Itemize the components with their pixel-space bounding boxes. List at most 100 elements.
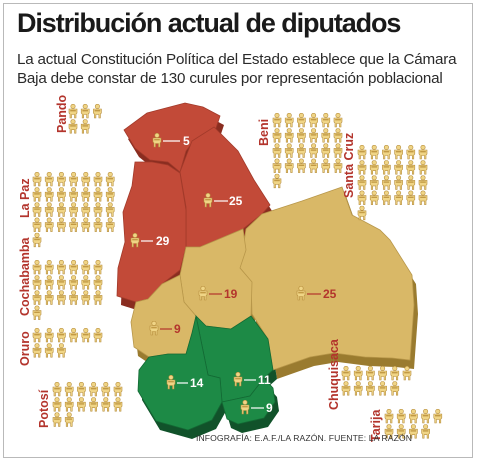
deputy-seat-icon [64,382,74,397]
deputy-seat-icon [333,113,343,128]
deputy-seat-icon [384,409,394,424]
deputy-seat-icon [296,158,306,174]
deputy-seat-icon [56,275,66,290]
deputy-seat-icon [365,366,375,381]
deputy-seat-icon [341,381,351,396]
label-pando: Pando [55,94,69,133]
page-subtitle: La actual Constitución Política del Esta… [17,51,457,87]
seat-grid-potos- [52,382,123,427]
deputy-seat-icon [93,328,103,343]
deputy-seat-icon [69,217,79,233]
deputy-seat-icon [56,260,66,275]
deputy-seat-icon [44,172,54,187]
label-potosi: Potosí [37,389,51,428]
deputy-seat-icon [284,128,294,143]
deputy-seat-icon [101,397,111,412]
deputy-seat-icon [365,381,375,396]
deputy-seat-icon [309,143,319,158]
deputy-seat-icon [321,128,331,143]
deputy-seat-icon [56,290,66,305]
label-tarija: Tarija [369,409,383,442]
deputy-seat-icon [296,128,306,143]
deputy-seat-icon [93,202,103,217]
deputy-seat-icon [44,328,54,343]
deputy-seat-icon [64,412,74,427]
deputy-seat-icon [56,328,66,343]
deputy-seat-icon [421,409,431,424]
deputy-seat-icon [272,128,282,143]
deputy-seat-icon [284,113,294,128]
deputy-seat-icon [353,381,363,396]
deputy-seat-icon [406,175,416,190]
deputy-seat-icon [369,145,379,160]
deputy-seat-icon [56,172,66,187]
deputy-seat-icon [369,190,379,206]
deputy-seat-icon [433,409,443,424]
deputy-seat-icon [296,113,306,128]
seat-grid-santa-cruz [357,145,428,221]
deputy-seat-icon [357,205,367,221]
deputy-seat-icon [309,113,319,128]
deputy-seat-icon [418,145,428,160]
deputy-seat-icon [69,172,79,187]
deputy-seat-icon [390,366,400,381]
seat-grid-chuquisaca [341,366,412,396]
deputy-seat-icon [32,260,42,275]
deputy-seat-icon [357,160,367,175]
deputy-seat-icon [272,158,282,174]
deputy-seat-icon [52,412,62,427]
infographic-frame [3,3,473,458]
label-oruro: Oruro [18,331,32,366]
deputy-seat-icon [369,160,379,175]
deputy-seat-icon [378,366,388,381]
deputy-seat-icon [89,397,99,412]
deputy-seat-icon [321,158,331,174]
deputy-seat-icon [32,187,42,202]
seats-chuquisaca: 11 [258,373,271,387]
region-potosi [137,315,223,431]
deputy-seat-icon [381,175,391,190]
deputy-seat-icon [32,343,42,358]
deputy-seat-icon [421,424,431,439]
label-beni: Beni [257,119,271,146]
deputy-seat-icon [394,160,404,175]
deputy-seat-icon [378,381,388,396]
deputy-seat-icon [81,290,91,305]
deputy-seat-icon [93,217,103,233]
deputy-seat-icon [369,175,379,190]
seats-tarija: 9 [266,401,273,415]
deputy-seat-icon [44,217,54,233]
region-beni [179,126,271,248]
deputy-seat-icon [69,275,79,290]
deputy-seat-icon [309,158,319,174]
deputy-seat-icon [101,382,111,397]
deputy-seat-icon [44,290,54,305]
seats-pando: 5 [183,134,190,148]
deputy-seat-icon [44,202,54,217]
deputy-seat-icon [76,382,86,397]
deputy-seat-icon [394,175,404,190]
deputy-seat-icon [76,397,86,412]
deputy-seat-icon [69,187,79,202]
label-cochabamba: Cochabamba [18,236,32,316]
deputy-seat-icon [32,232,42,248]
deputy-seat-icon [56,187,66,202]
deputy-seat-icon [296,143,306,158]
seat-grid-oruro [32,328,103,358]
deputy-seat-icon [418,190,428,206]
deputy-seat-icon [89,382,99,397]
deputy-seat-icon [394,190,404,206]
deputy-seat-icon [81,328,91,343]
region-tarija [221,377,276,425]
deputy-seat-icon [68,119,78,134]
deputy-seat-icon [69,290,79,305]
deputy-seat-icon [272,143,282,158]
deputy-seat-icon [113,382,123,397]
deputy-seat-icon [105,202,115,217]
seats-la-paz: 29 [156,234,170,248]
label-chuquisaca: Chuquisaca [327,338,341,410]
deputy-seat-icon [272,173,282,189]
deputy-seat-icon [333,158,343,174]
deputy-seat-icon [390,381,400,396]
